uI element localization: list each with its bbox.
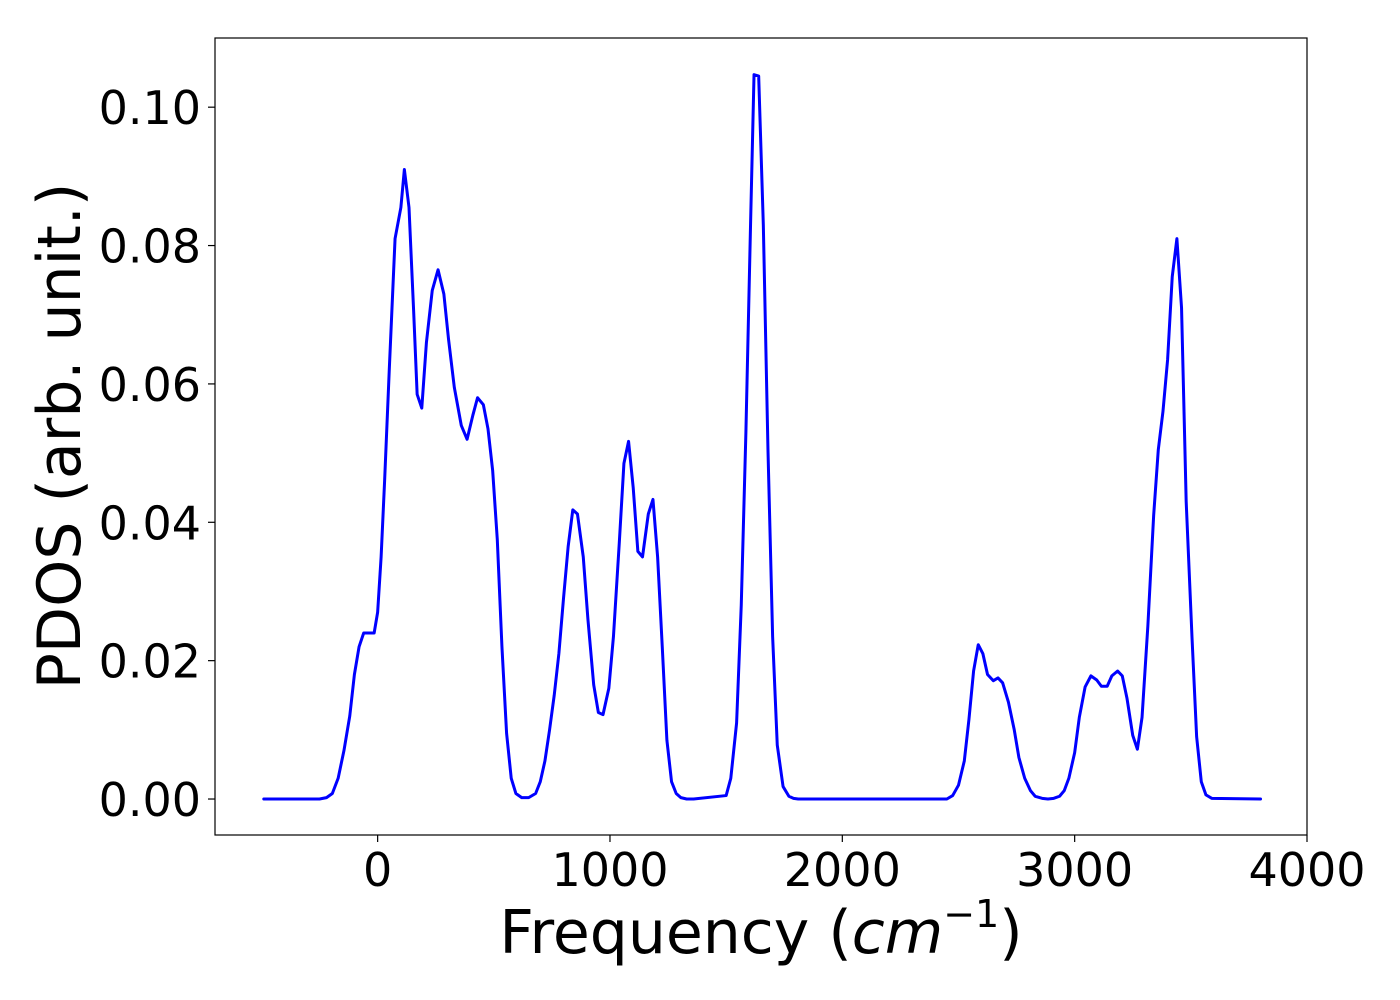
x-tick-label: 4000 xyxy=(1248,843,1365,897)
x-tick-label: 2000 xyxy=(784,843,901,897)
y-tick-label: 0.02 xyxy=(99,635,201,689)
y-tick-label: 0.10 xyxy=(99,81,201,135)
y-tick-label: 0.00 xyxy=(99,773,201,827)
plot-frame xyxy=(214,37,1308,836)
series-layer xyxy=(262,73,1263,801)
y-axis-ticks: 0.00 0.02 0.04 0.06 0.08 0.10 xyxy=(99,81,215,827)
x-tick-label: 3000 xyxy=(1016,843,1133,897)
x-axis-label: Frequency (cm−1) xyxy=(499,892,1022,968)
y-tick-label: 0.08 xyxy=(99,220,201,274)
x-tick-label: 0 xyxy=(363,843,392,897)
x-axis-ticks: 0 1000 2000 3000 4000 xyxy=(363,835,1366,897)
series-line-0 xyxy=(262,73,1263,801)
y-axis-label: PDOS (arb. unit.) xyxy=(25,183,95,690)
y-tick-label: 0.04 xyxy=(99,496,201,550)
x-tick-label: 1000 xyxy=(551,843,668,897)
y-tick-label: 0.06 xyxy=(99,358,201,412)
